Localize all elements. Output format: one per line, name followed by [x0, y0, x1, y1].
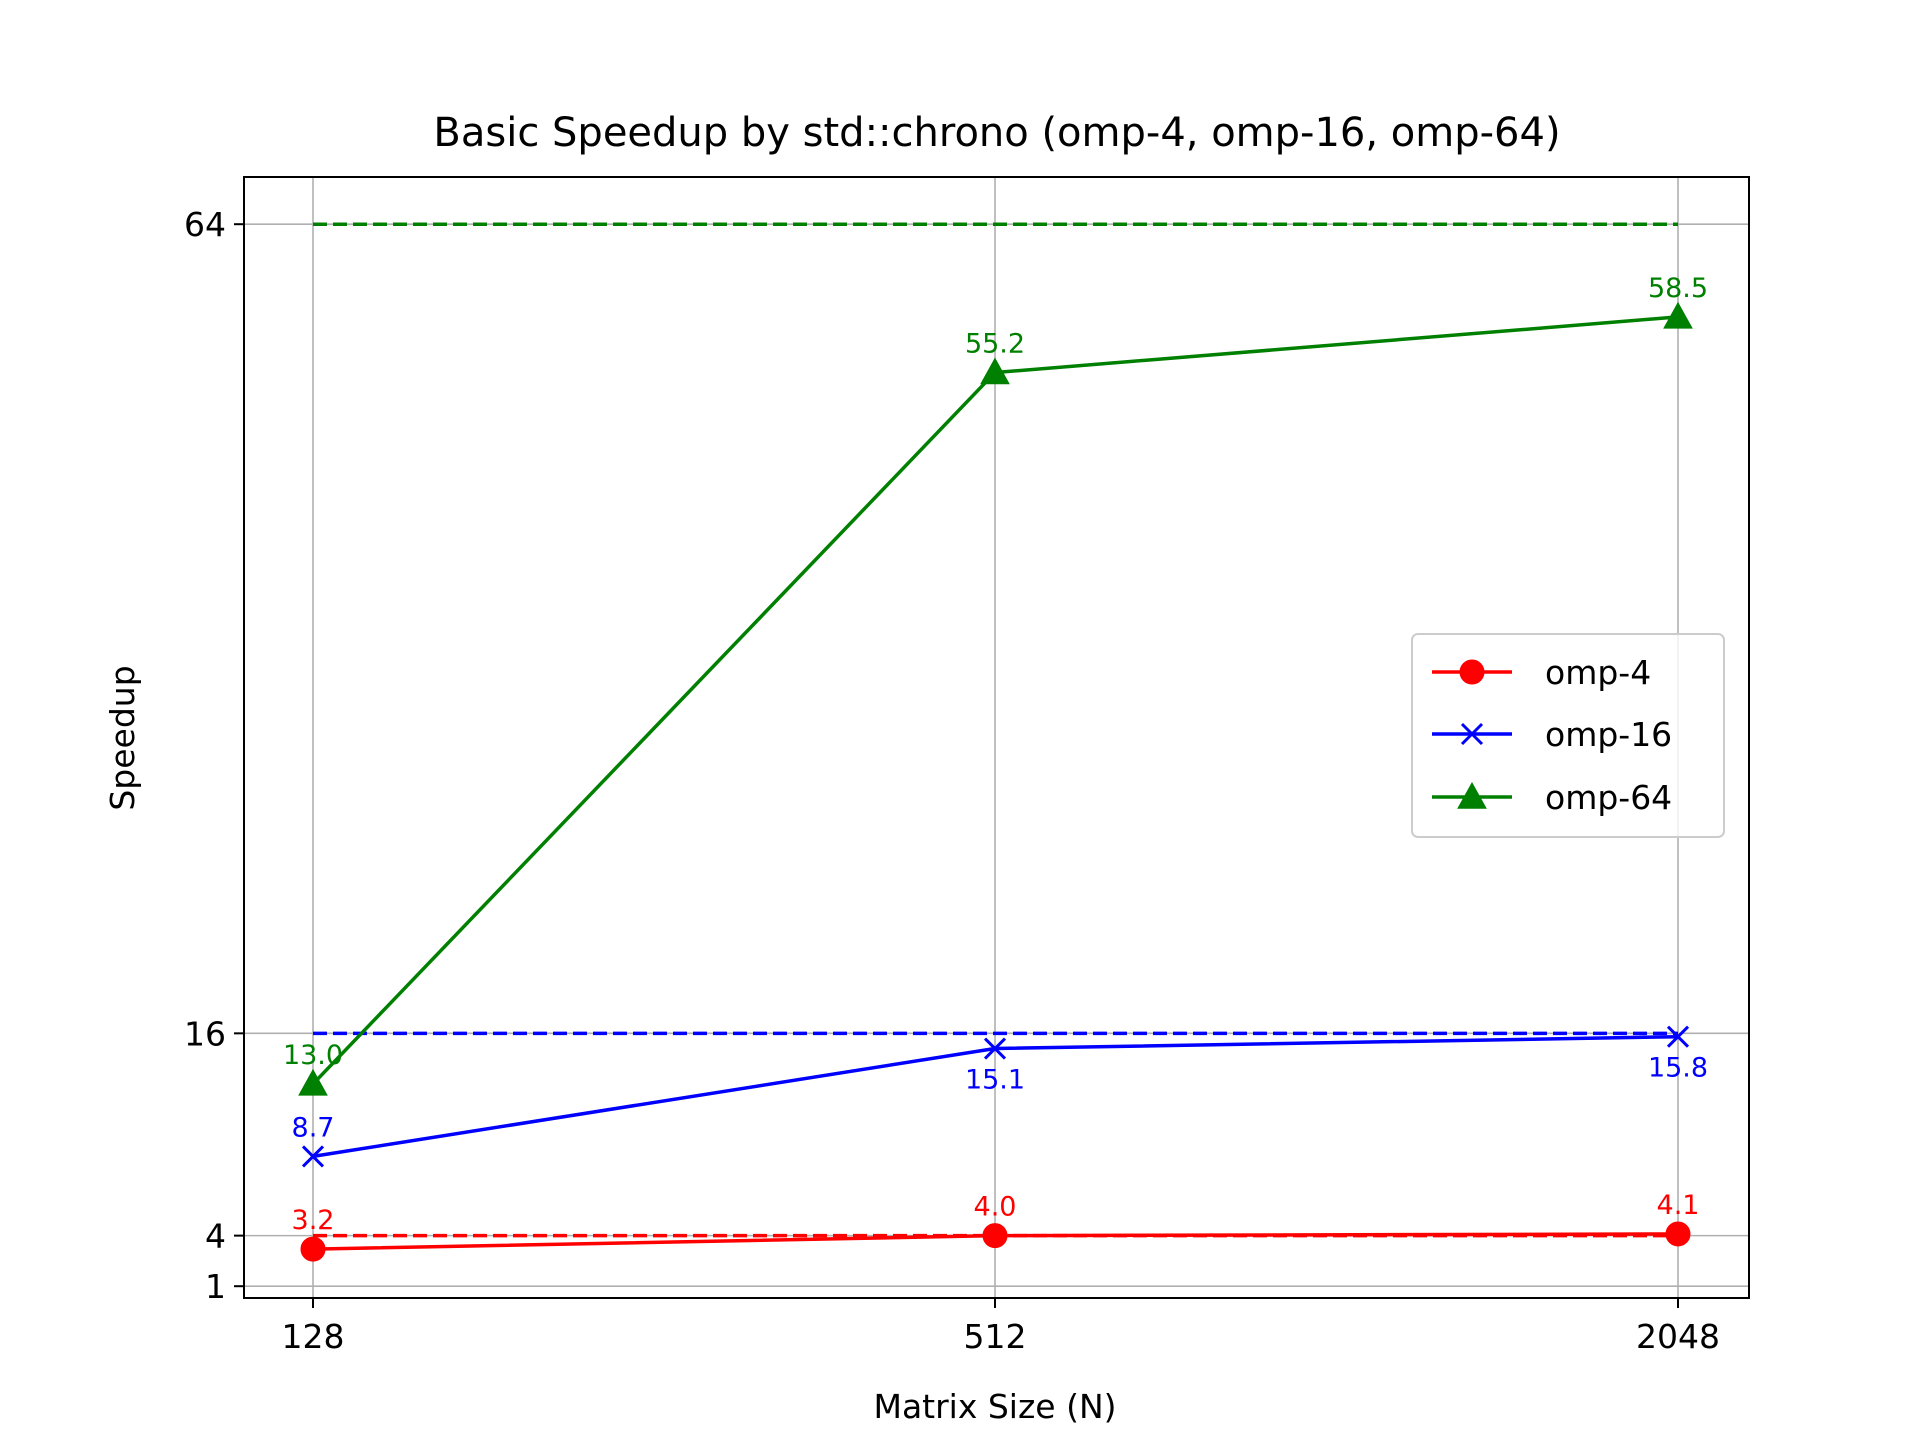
chart-title: Basic Speedup by std::chrono (omp-4, omp…	[433, 110, 1560, 156]
plot-area-frame	[243, 176, 1750, 1299]
data-labels: 3.2 4.0 4.1 8.7 15.1 15.8 13.0 55.2 58.5	[283, 273, 1708, 1236]
legend-item-omp-64: omp-64	[1432, 778, 1672, 817]
series-omp-4	[300, 1221, 1691, 1262]
legend-marker-omp-4	[1459, 659, 1485, 685]
point-omp-16-2048	[1666, 1025, 1690, 1048]
data-label-omp-64-512: 55.2	[965, 329, 1025, 360]
legend-item-omp-16: omp-16	[1432, 715, 1672, 754]
legend-marker-omp-16-stroke-b	[1460, 722, 1484, 746]
data-series	[298, 301, 1693, 1262]
y-axis-ticks: 1 4 16 64	[184, 205, 244, 1306]
point-omp-64-128	[298, 1068, 328, 1096]
point-omp-16-2048-stroke-b	[1666, 1025, 1690, 1048]
legend-item-omp-4: omp-4	[1432, 653, 1651, 692]
legend-box	[1411, 633, 1725, 838]
legend-label-omp-4: omp-4	[1545, 653, 1651, 692]
point-omp-4-128	[300, 1236, 326, 1262]
legend-marker-omp-16	[1460, 722, 1484, 746]
series-omp-16	[301, 1025, 1690, 1168]
data-label-omp-16-512: 15.1	[965, 1065, 1025, 1096]
y-axis-label: Speedup	[103, 665, 142, 810]
x-axis-ticks: 128 512 2048	[282, 1298, 1720, 1356]
legend-label-omp-64: omp-64	[1545, 778, 1672, 817]
y-tick-label-1: 1	[205, 1267, 226, 1306]
data-label-omp-16-128: 8.7	[292, 1112, 335, 1143]
point-omp-4-2048	[1665, 1221, 1691, 1247]
legend-label-omp-16: omp-16	[1545, 715, 1672, 754]
data-label-omp-16-2048: 15.8	[1648, 1053, 1708, 1084]
legend: omp-4 omp-16 omp-64	[1411, 633, 1725, 838]
data-label-omp-64-128: 13.0	[283, 1040, 343, 1071]
point-omp-16-128-stroke-b	[301, 1145, 325, 1168]
point-omp-16-512-stroke-b	[983, 1037, 1007, 1060]
x-tick-label-512: 512	[964, 1317, 1027, 1356]
point-omp-64-2048	[1663, 301, 1693, 329]
y-tick-label-16: 16	[184, 1014, 226, 1053]
x-tick-label-128: 128	[282, 1317, 345, 1356]
point-omp-16-512	[983, 1037, 1007, 1060]
point-omp-16-128	[301, 1145, 325, 1168]
data-label-omp-4-128: 3.2	[292, 1205, 335, 1236]
x-tick-label-2048: 2048	[1636, 1317, 1720, 1356]
data-label-omp-64-2048: 58.5	[1648, 273, 1708, 304]
legend-marker-omp-64	[1457, 781, 1487, 809]
data-label-omp-4-512: 4.0	[974, 1192, 1017, 1223]
series-omp-64	[298, 301, 1693, 1096]
x-axis-label: Matrix Size (N)	[873, 1387, 1116, 1426]
point-omp-4-512	[982, 1223, 1008, 1249]
y-tick-label-64: 64	[184, 205, 226, 244]
y-tick-label-4: 4	[205, 1217, 226, 1256]
data-label-omp-4-2048: 4.1	[1657, 1190, 1700, 1221]
point-omp-64-512	[980, 357, 1010, 385]
